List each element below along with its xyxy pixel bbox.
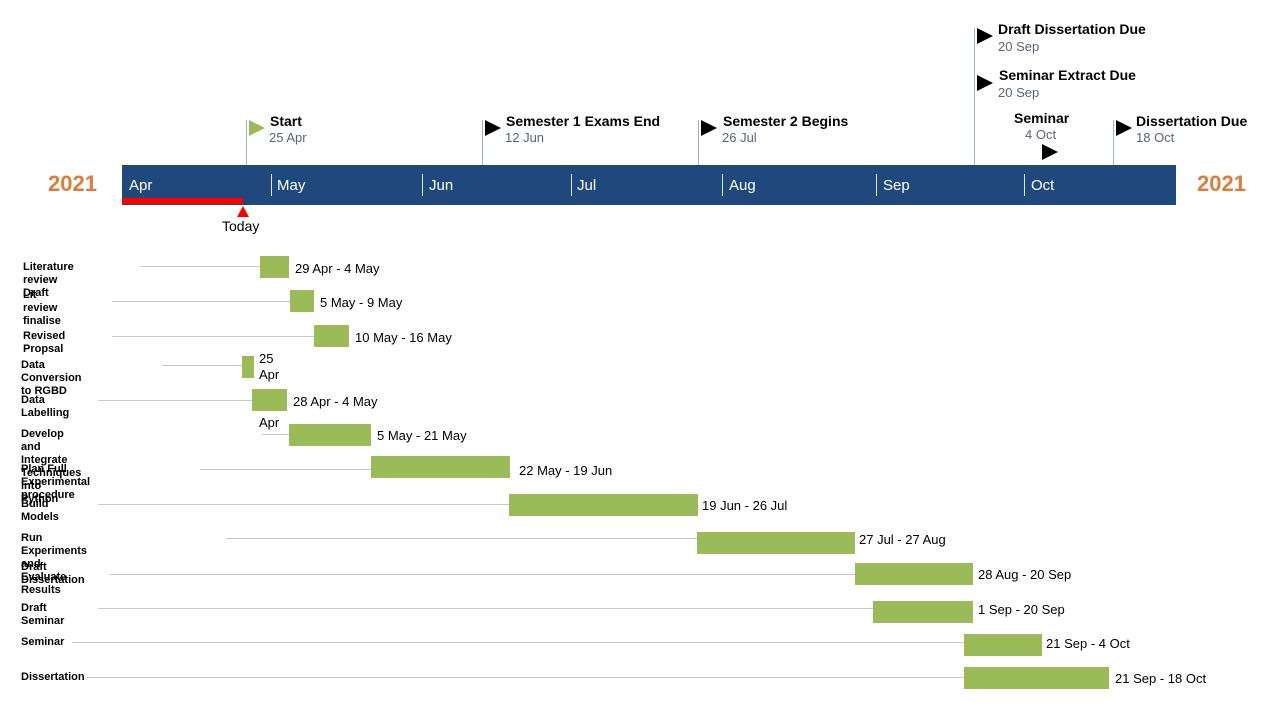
milestone-line	[698, 120, 699, 165]
month-divider	[1024, 174, 1025, 196]
task-date-range: 21 Sep - 18 Oct	[1115, 671, 1207, 686]
task-bar	[371, 456, 510, 478]
milestone-seminar-extract-title: Seminar Extract Due	[999, 67, 1136, 83]
task-date-range: 22 May - 19 Jun	[519, 463, 613, 478]
task-label: Data Labelling	[21, 394, 70, 419]
milestone-seminar-title: Seminar	[1014, 110, 1070, 126]
milestone-sem1-exams-date: 12 Jun	[505, 130, 545, 145]
start-flag-icon	[249, 120, 265, 136]
task-bar	[252, 389, 287, 411]
task-label: Dissertation	[21, 671, 85, 683]
task-date-range: 1 Sep - 20 Sep	[978, 602, 1065, 617]
milestone-flag-icon	[977, 28, 993, 44]
task-bar	[242, 356, 254, 378]
milestone-flag-icon	[977, 75, 993, 91]
task-leader-line	[262, 434, 289, 435]
task-label: Plan Full Experimental procedure	[21, 463, 91, 501]
task-leader-line	[72, 642, 964, 643]
task-bar	[314, 325, 349, 347]
task-date-range: 19 Jun - 26 Jul	[702, 498, 788, 513]
milestone-flag-icon	[1042, 144, 1058, 160]
milestone-line	[246, 120, 247, 165]
task-date-range: 27 Jul - 27 Aug	[859, 532, 946, 547]
task-leader-line	[200, 469, 371, 470]
milestone-dissertation-due-date: 18 Oct	[1136, 130, 1175, 145]
year-label-right: 2021	[1197, 171, 1246, 196]
task-label: Run Experiments and Evaluate Results	[21, 532, 88, 596]
milestone-line	[1113, 120, 1114, 165]
task-date-range: 10 May - 16 May	[355, 330, 452, 345]
today-label: Today	[222, 218, 260, 234]
task-bar	[289, 424, 371, 446]
task-leader-line	[112, 336, 314, 337]
task-label: Revised Propsal	[23, 330, 66, 355]
task-leader-line	[98, 400, 252, 401]
task-leader-line	[86, 677, 964, 678]
month-divider	[422, 174, 423, 196]
task-bar	[964, 634, 1042, 656]
today-progress-bar	[122, 198, 243, 204]
task-date-range: 28 Apr - 4 May	[293, 394, 378, 409]
month-divider	[571, 174, 572, 196]
task-label: Seminar	[21, 636, 65, 648]
milestone-line	[482, 120, 483, 165]
task-leader-line	[110, 574, 855, 575]
task-bar	[697, 532, 855, 554]
task-bar	[290, 290, 314, 312]
task-leader-line	[226, 538, 697, 539]
milestone-start-title: Start	[270, 113, 302, 129]
milestone-dissertation-due-title: Dissertation Due	[1136, 113, 1248, 129]
milestone-sem2-begins-date: 26 Jul	[722, 130, 757, 145]
task-bar	[260, 256, 289, 278]
milestone-seminar-date: 4 Oct	[1025, 127, 1057, 142]
task-label: Literature review Draft	[23, 261, 74, 299]
milestone-flag-icon	[485, 120, 501, 136]
month-label-aug: Aug	[729, 177, 756, 194]
today-marker-icon	[237, 206, 249, 217]
task-leader-line	[112, 301, 290, 302]
month-label-jun: Jun	[429, 177, 454, 194]
milestone-sem2-begins-title: Semester 2 Begins	[723, 113, 849, 129]
month-label-may: May	[277, 177, 306, 194]
milestone-start-date: 25 Apr	[269, 130, 307, 145]
task-label: Draft Seminar	[21, 602, 65, 627]
task-label: Data Conversion to RGBD	[21, 359, 82, 397]
task-leader-line	[98, 608, 873, 609]
milestone-draft-dissertation-date: 20 Sep	[998, 39, 1040, 54]
month-label-jul: Jul	[577, 177, 597, 194]
task-bar	[873, 601, 973, 623]
milestone-flag-icon	[1116, 120, 1132, 136]
milestone-flag-icon	[701, 120, 717, 136]
task-label: Build Models	[21, 498, 59, 523]
task-leader-line	[98, 504, 509, 505]
task-date-range: 28 Aug - 20 Sep	[978, 567, 1072, 582]
month-divider	[271, 174, 272, 196]
task-label: Draft Dissertation	[21, 561, 85, 586]
task-date-range: 5 May - 21 May	[377, 428, 467, 443]
task-date-range: 5 May - 9 May	[320, 295, 403, 310]
month-label-oct: Oct	[1031, 177, 1055, 194]
task-date-range: 29 Apr - 4 May	[295, 261, 380, 276]
task-leader-line	[140, 266, 260, 267]
task-label: Develop and Integrate Techniques into Py…	[21, 428, 82, 505]
task-bar	[855, 563, 973, 585]
month-label-sep: Sep	[883, 177, 910, 194]
milestone-seminar-extract-date: 20 Sep	[998, 85, 1040, 100]
month-divider	[876, 174, 877, 196]
milestone-sem1-exams-title: Semester 1 Exams End	[506, 113, 661, 129]
month-label-apr: Apr	[129, 177, 153, 194]
milestone-draft-dissertation-title: Draft Dissertation Due	[998, 21, 1146, 37]
task-label: Lit review finalise	[23, 289, 61, 327]
month-band	[122, 165, 1176, 205]
task-leader-line	[162, 365, 242, 366]
task-date-range: 21 Sep - 4 Oct	[1046, 636, 1130, 651]
month-divider	[722, 174, 723, 196]
year-label-left: 2021	[48, 171, 97, 196]
task-bar	[509, 494, 698, 516]
milestone-line	[974, 28, 975, 165]
task-bar	[964, 667, 1109, 689]
